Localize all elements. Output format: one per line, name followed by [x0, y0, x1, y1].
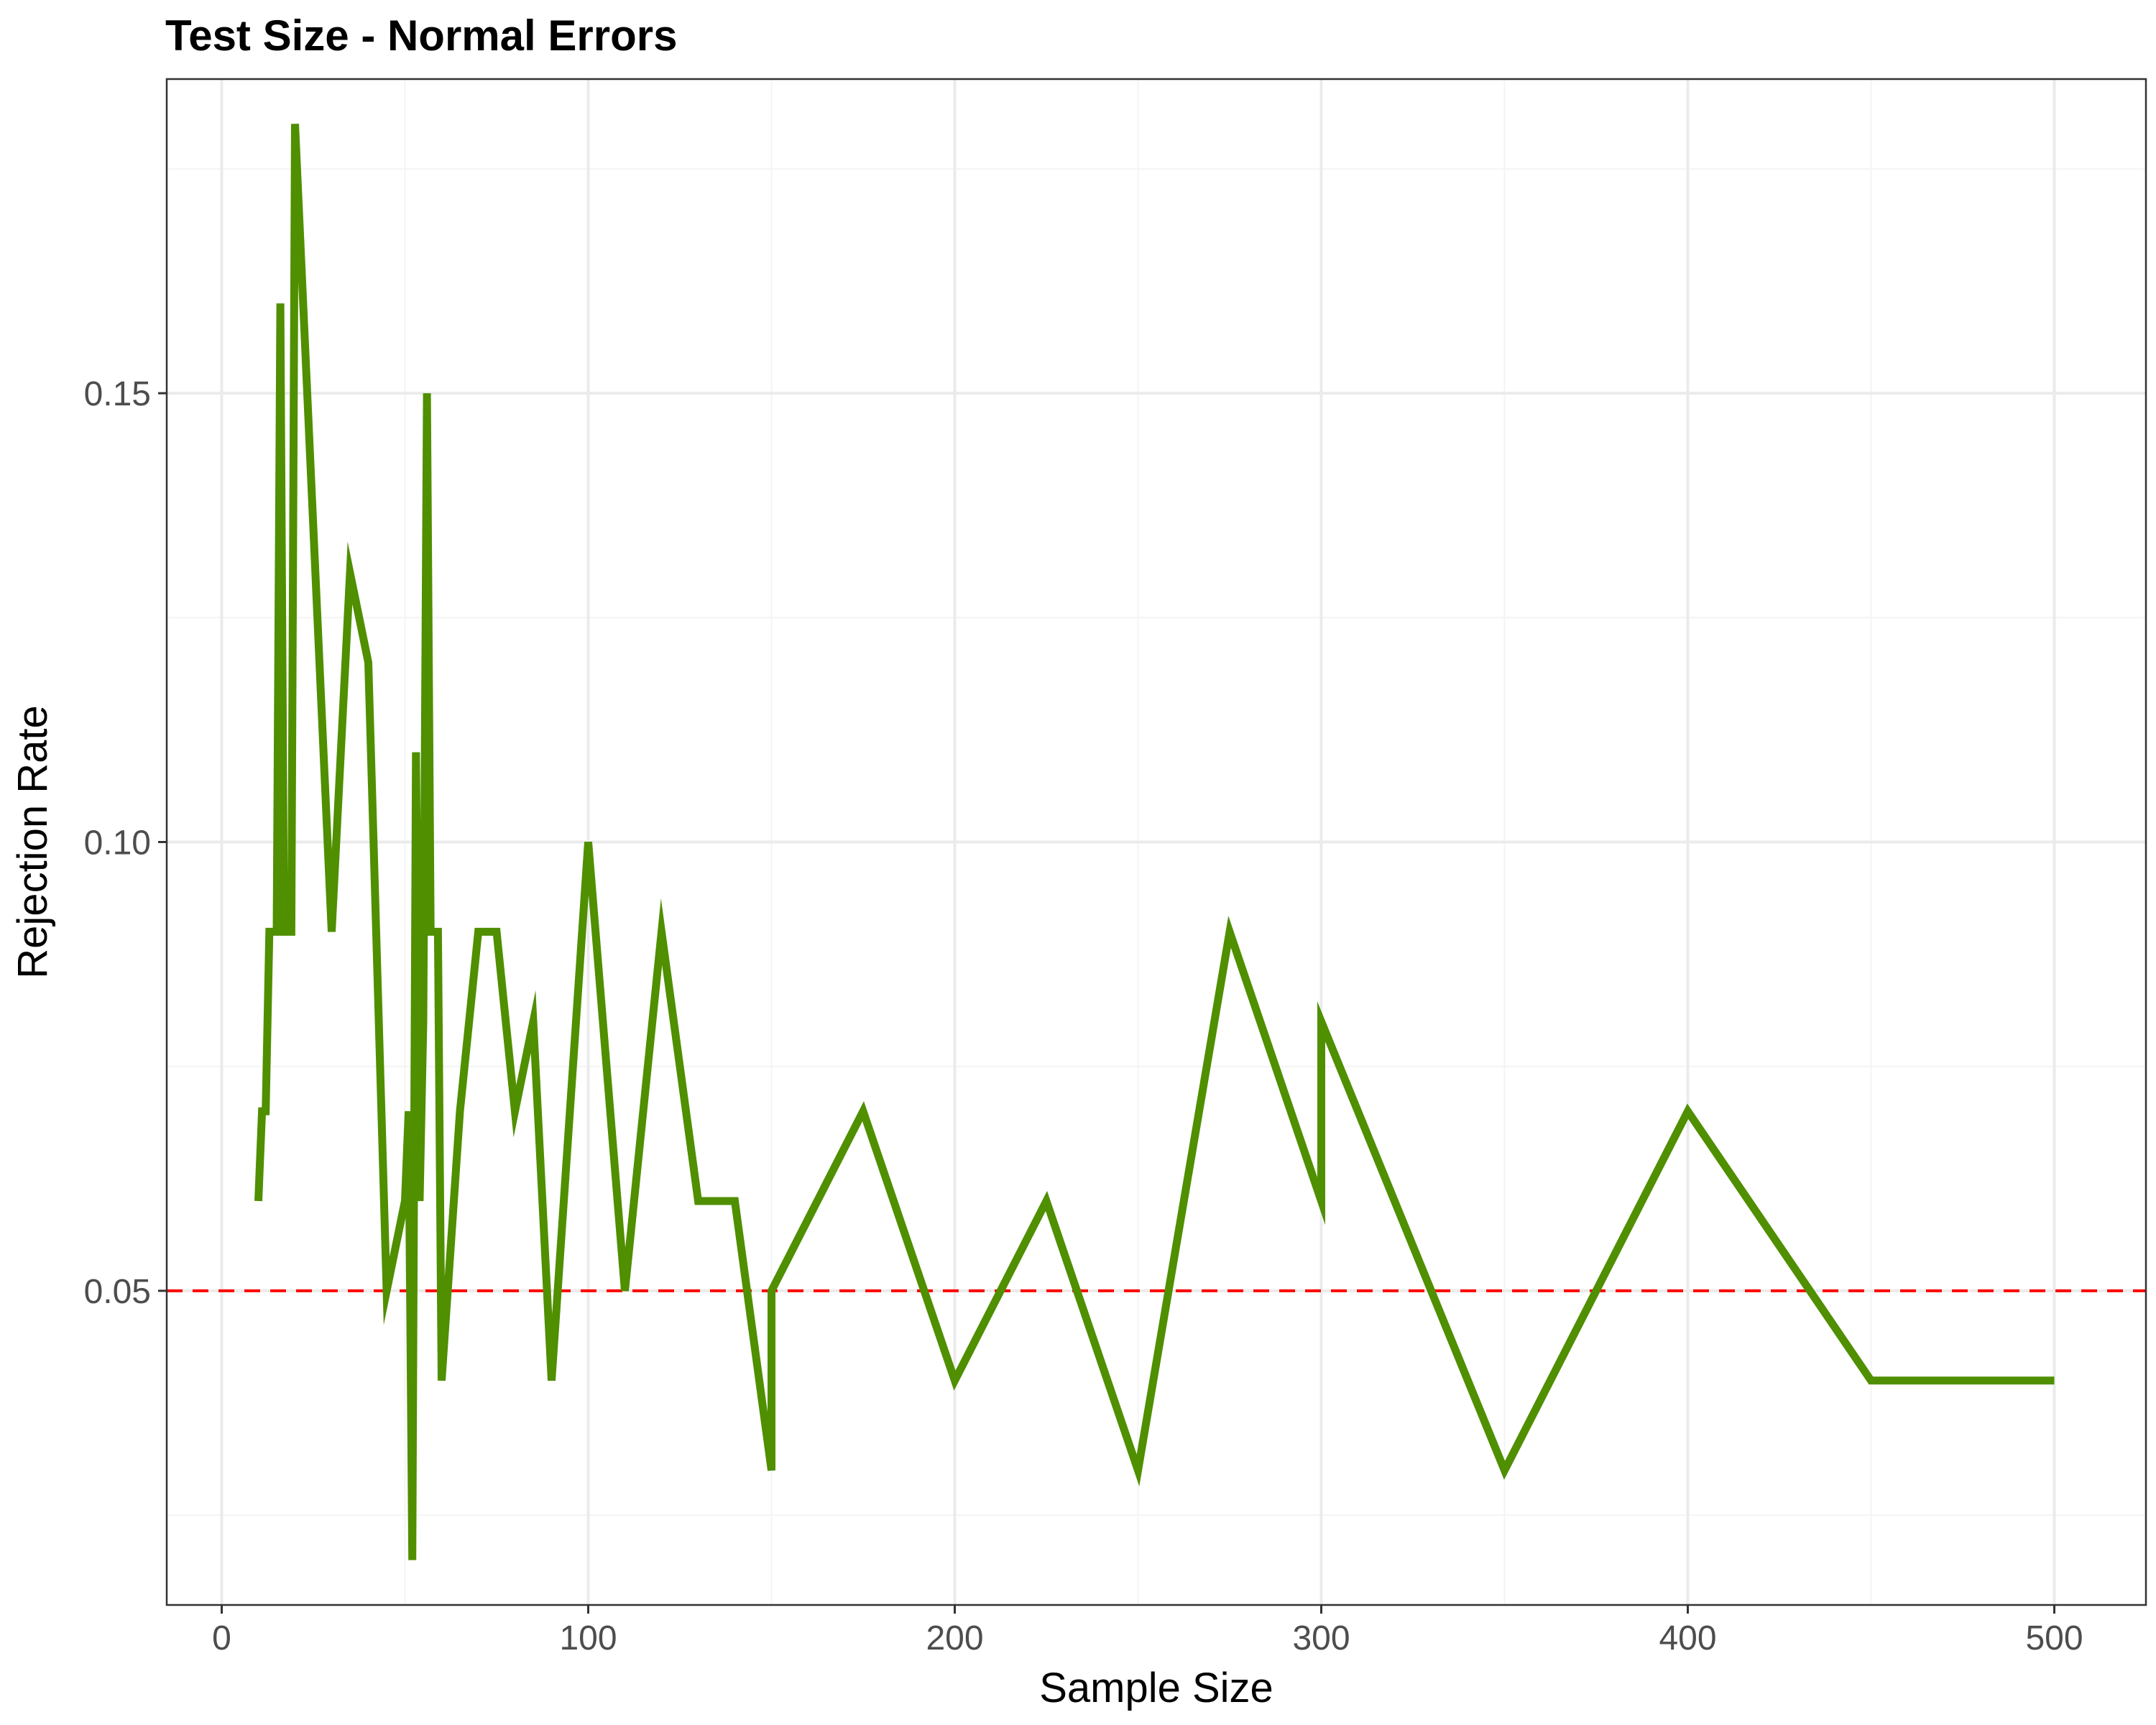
x-tick-label: 0: [212, 1619, 231, 1657]
axes: 0 100 200 300 400 500 0.05 0.10 0.15: [84, 375, 2083, 1657]
x-tick-label: 400: [1659, 1619, 1716, 1657]
y-tick-label: 0.15: [84, 375, 151, 413]
y-axis-title: Rejection Rate: [9, 705, 56, 978]
x-tick-label: 200: [926, 1619, 983, 1657]
x-axis-title: Sample Size: [1039, 1665, 1273, 1711]
series-layer: [254, 124, 2055, 1560]
x-tick-label: 100: [559, 1619, 617, 1657]
chart-title: Test Size - Normal Errors: [165, 12, 677, 60]
x-tick-label: 300: [1292, 1619, 1350, 1657]
series-line: [254, 124, 2055, 1560]
y-tick-label: 0.10: [84, 824, 151, 862]
x-tick-label: 500: [2025, 1619, 2083, 1657]
y-tick-label: 0.05: [84, 1273, 151, 1311]
